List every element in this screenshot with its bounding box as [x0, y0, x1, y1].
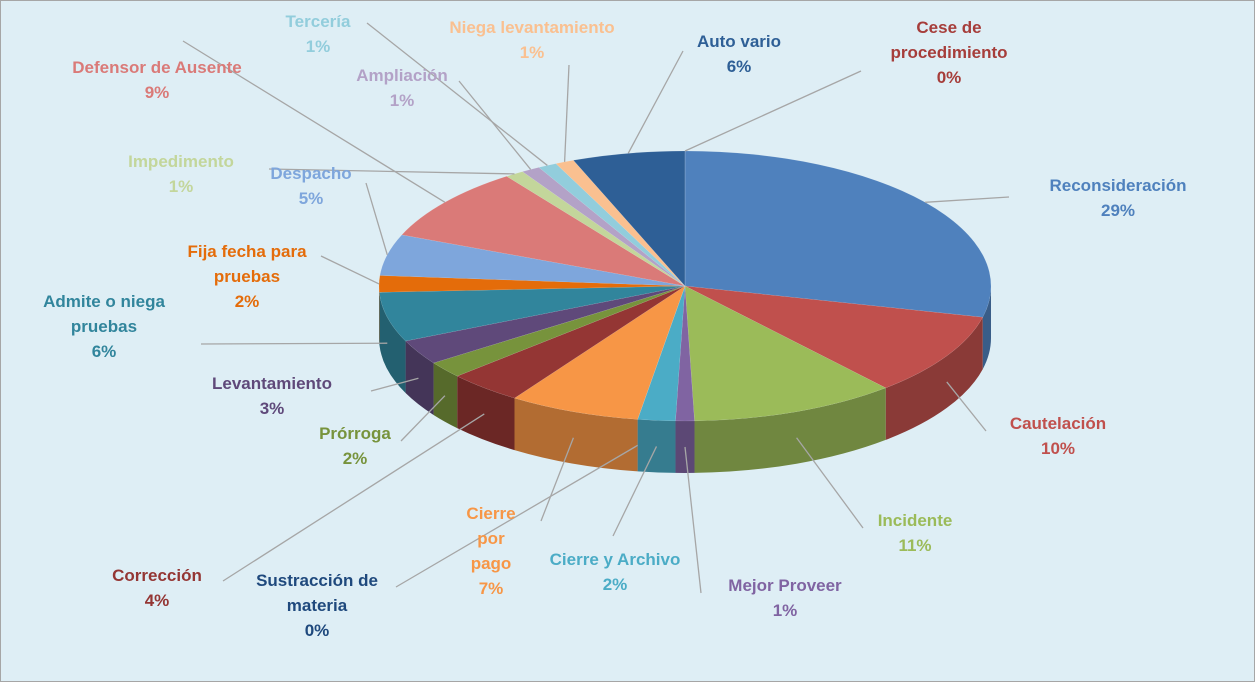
slice [379, 285, 686, 342]
slice [456, 285, 686, 399]
category-label: Cierre por pago [466, 504, 516, 573]
slice-side [457, 376, 515, 451]
category-label: Levantamiento [212, 374, 332, 393]
value-label: 0% [304, 621, 330, 640]
slice [555, 160, 686, 287]
value-label: 2% [602, 575, 628, 594]
category-label: Impedimento [128, 152, 234, 171]
value-label: 0% [936, 68, 962, 87]
slice-side [379, 292, 406, 394]
leader-line [320, 255, 380, 285]
slice-side [405, 341, 434, 415]
value-label: 1% [389, 91, 415, 110]
leader-line [268, 168, 515, 175]
category-label: Ampliación [356, 66, 448, 85]
category-label: Niega levantamiento [449, 18, 615, 37]
category-label: Sustracción de materia [256, 571, 378, 615]
leader-line [796, 437, 864, 529]
slice [572, 150, 686, 287]
value-label: 1% [519, 43, 545, 62]
leader-line [222, 413, 485, 582]
slice [675, 285, 695, 422]
category-label: Admite o niega pruebas [43, 292, 165, 336]
leader-line [540, 437, 575, 522]
leader-line [946, 381, 987, 432]
leader-line [925, 196, 1010, 203]
leader-line [612, 446, 658, 537]
slice [378, 275, 686, 293]
value-label: 1% [305, 37, 331, 56]
value-label: 2% [342, 449, 368, 468]
value-label: 9% [144, 83, 170, 102]
value-label: 1% [772, 601, 798, 620]
slice-side [514, 398, 638, 472]
value-label: 3% [259, 399, 285, 418]
leader-line [182, 40, 446, 203]
slice-side [637, 419, 676, 473]
leader-line [458, 80, 532, 170]
slice [513, 285, 686, 420]
value-label: 4% [144, 591, 170, 610]
category-label: Defensor de Ausente [72, 58, 242, 77]
leader-line [365, 182, 388, 255]
category-label: Cese de procedimiento [890, 18, 1008, 62]
category-label: Tercería [285, 12, 351, 31]
value-label: 29% [1100, 201, 1136, 220]
value-label: 6% [91, 342, 117, 361]
category-label: Cautelación [1009, 414, 1107, 433]
leader-line [200, 342, 388, 345]
leader-line [627, 50, 684, 154]
category-label: Incidente [877, 511, 953, 530]
slice-side [694, 387, 886, 473]
slice [405, 285, 686, 364]
value-label: 2% [234, 292, 260, 311]
slice [379, 234, 686, 287]
slice-side [675, 420, 695, 473]
value-label: 11% [898, 536, 932, 555]
value-label: 7% [478, 579, 504, 598]
leader-line [395, 444, 638, 588]
category-label: Despacho [270, 164, 352, 183]
slice-side [982, 286, 991, 370]
value-label: 1% [168, 177, 194, 196]
slice [521, 167, 686, 287]
leader-line [370, 377, 419, 392]
category-label: Prórroga [319, 424, 391, 443]
slice [432, 285, 686, 377]
slice-side [433, 362, 458, 429]
category-label: Reconsideración [1049, 176, 1187, 195]
leader-line [684, 446, 702, 594]
leader-line [684, 70, 862, 152]
category-label: Cierre y Archivo [549, 550, 681, 569]
value-label: 6% [726, 57, 752, 76]
value-label: 10% [1040, 439, 1076, 458]
slice [684, 285, 887, 422]
category-label: Corrección [112, 566, 202, 585]
leader-line [563, 64, 570, 162]
value-label: 5% [298, 189, 324, 208]
category-label: Fija fecha para pruebas [187, 242, 307, 286]
slice-side [885, 317, 983, 440]
category-label: Mejor Proveer [728, 576, 842, 595]
slice [637, 285, 686, 422]
leader-line [366, 22, 548, 166]
leader-line [400, 395, 446, 442]
slice [684, 285, 984, 389]
category-label: Auto vario [696, 32, 782, 51]
